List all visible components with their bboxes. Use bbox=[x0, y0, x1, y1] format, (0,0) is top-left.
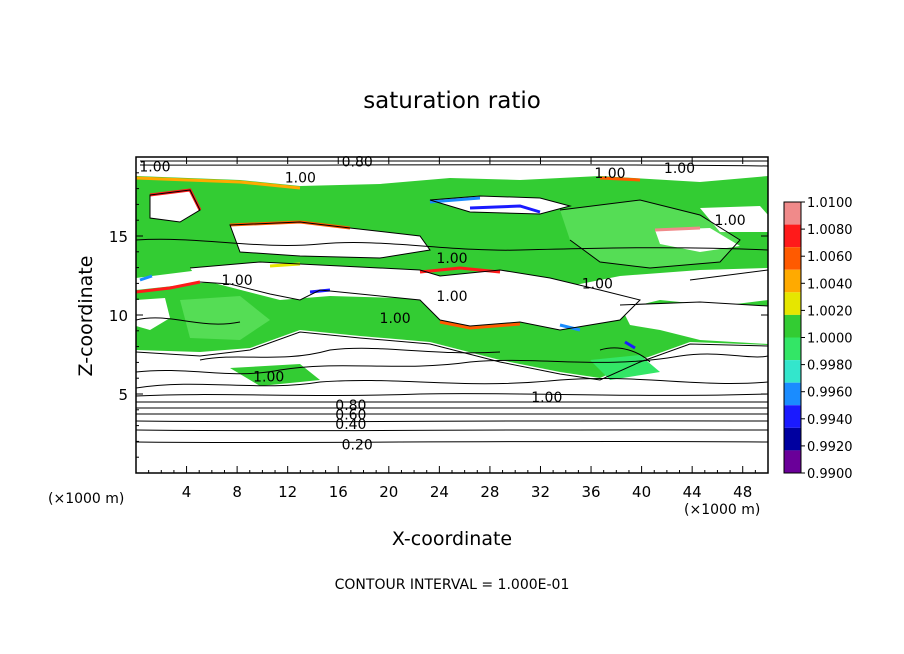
contour-line bbox=[136, 331, 768, 381]
x-tick-label: 44 bbox=[683, 483, 702, 501]
contour-line bbox=[136, 440, 768, 444]
contour-line bbox=[619, 301, 768, 307]
clear-region bbox=[136, 298, 170, 330]
contour-line bbox=[136, 429, 768, 432]
colorbar-swatch bbox=[784, 247, 801, 270]
contour-line bbox=[139, 164, 768, 167]
colorbar-label: 1.0080 bbox=[807, 223, 853, 238]
contour-label: 0.80 bbox=[342, 155, 373, 171]
contour-line bbox=[429, 195, 572, 215]
colorbar-label: 1.0100 bbox=[807, 196, 853, 211]
contour-line bbox=[559, 199, 741, 269]
contour-label: 1.00 bbox=[222, 273, 253, 289]
clear-region bbox=[620, 302, 768, 344]
colorbar-swatch bbox=[784, 337, 801, 361]
clear-region bbox=[150, 190, 200, 222]
x-tick-label: 40 bbox=[632, 483, 651, 501]
contour-line bbox=[136, 238, 768, 251]
x-tick-label: 24 bbox=[430, 483, 449, 501]
contour-line bbox=[136, 401, 768, 403]
contour-line bbox=[136, 393, 768, 397]
x-tick-label: 12 bbox=[278, 483, 297, 501]
colorbar: 1.0100 1.0080 1.0060 1.0040 1.0020 1.0000 0.99… bbox=[783, 196, 853, 482]
contour-line bbox=[136, 377, 768, 389]
contour-line bbox=[136, 353, 768, 375]
contour-line bbox=[136, 420, 768, 423]
x-axis-ticks: 4 8 12 16 20 24 28 32 36 40 44 48 bbox=[148, 157, 756, 501]
contour-line bbox=[136, 317, 241, 325]
x-tick-label: 32 bbox=[531, 483, 550, 501]
y-tick-label: 15 bbox=[109, 228, 128, 246]
contour-line bbox=[149, 189, 201, 223]
colorbar-label: 1.0000 bbox=[807, 332, 853, 347]
colorbar-swatch bbox=[784, 427, 801, 451]
contour-label: 1.00 bbox=[436, 289, 467, 305]
contour-label: 1.00 bbox=[285, 171, 316, 187]
near-saturated-patch bbox=[180, 296, 270, 340]
x-axis-unit-right: (×1000 m) bbox=[684, 502, 761, 518]
chart-title: saturation ratio bbox=[363, 88, 541, 114]
contour-label: 0.20 bbox=[342, 438, 373, 454]
colorbar-swatch bbox=[784, 450, 801, 473]
y-axis-ticks: 5 10 15 bbox=[109, 172, 768, 458]
contour-label: 0.60 bbox=[335, 408, 366, 424]
x-tick-label: 36 bbox=[581, 483, 600, 501]
x-tick-label: 28 bbox=[480, 483, 499, 501]
x-tick-label: 16 bbox=[329, 483, 348, 501]
saturation-field bbox=[136, 158, 768, 473]
colorbar-label: 0.9920 bbox=[807, 440, 853, 455]
contour-line bbox=[136, 407, 768, 409]
colorbar-swatch bbox=[784, 224, 801, 248]
x-tick-label: 8 bbox=[232, 483, 242, 501]
x-tick-label: 20 bbox=[379, 483, 398, 501]
x-tick-label: 4 bbox=[182, 483, 192, 501]
colorbar-swatch bbox=[784, 292, 801, 315]
x-tick-label: 48 bbox=[733, 483, 752, 501]
colorbar-label: 1.0060 bbox=[807, 250, 853, 265]
colorbar-swatch bbox=[784, 382, 801, 406]
colorbar-swatch bbox=[784, 314, 801, 338]
contour-label: 0.80 bbox=[335, 398, 366, 414]
x-axis-label: X-coordinate bbox=[391, 528, 513, 550]
colorbar-swatch bbox=[784, 360, 801, 383]
contour-label: 1.00 bbox=[253, 370, 284, 386]
colorbar-swatch bbox=[784, 202, 801, 225]
colorbar-label: 1.0020 bbox=[807, 304, 853, 319]
x-axis-unit-left: (×1000 m) bbox=[48, 491, 125, 507]
contour-label: 1.00 bbox=[436, 251, 467, 267]
supersaturated-region-lower bbox=[136, 282, 768, 378]
clear-region bbox=[230, 222, 430, 258]
contour-line bbox=[136, 413, 768, 415]
near-saturated-patch bbox=[230, 364, 320, 386]
contour-lines bbox=[136, 160, 768, 444]
y-tick-label: 5 bbox=[118, 386, 128, 404]
colorbar-swatch bbox=[784, 405, 801, 428]
contour-label: 1.00 bbox=[139, 159, 170, 175]
contour-line bbox=[189, 261, 641, 331]
contour-label: 1.00 bbox=[594, 166, 625, 182]
contour-label: 0.40 bbox=[335, 417, 366, 433]
contour-interval-note: CONTOUR INTERVAL = 1.000E-01 bbox=[334, 577, 570, 593]
contour-line bbox=[689, 269, 768, 281]
contour-label: 1.00 bbox=[664, 161, 695, 177]
contour-line bbox=[199, 347, 501, 361]
colorbar-label: 0.9960 bbox=[807, 386, 853, 401]
colorbar-label: 0.9900 bbox=[807, 467, 853, 482]
contour-label: 1.00 bbox=[714, 213, 745, 229]
contour-label: 1.00 bbox=[531, 390, 562, 406]
contour-line bbox=[229, 221, 431, 259]
colorbar-label: 0.9940 bbox=[807, 413, 853, 428]
contour-label: 1.00 bbox=[380, 311, 411, 327]
contour-label: 1.00 bbox=[582, 276, 613, 292]
clear-region bbox=[655, 228, 740, 252]
contour-labels: 1.00 1.00 0.80 1.00 1.00 1.00 1.00 1.00 1.00 1.00… bbox=[139, 155, 745, 454]
colorbar-label: 0.9980 bbox=[807, 359, 853, 374]
colorbar-swatch bbox=[784, 269, 801, 293]
contour-line bbox=[599, 347, 651, 363]
colorbar-label: 1.0040 bbox=[807, 277, 853, 292]
y-tick-label: 10 bbox=[109, 307, 128, 325]
clear-region bbox=[190, 262, 640, 330]
